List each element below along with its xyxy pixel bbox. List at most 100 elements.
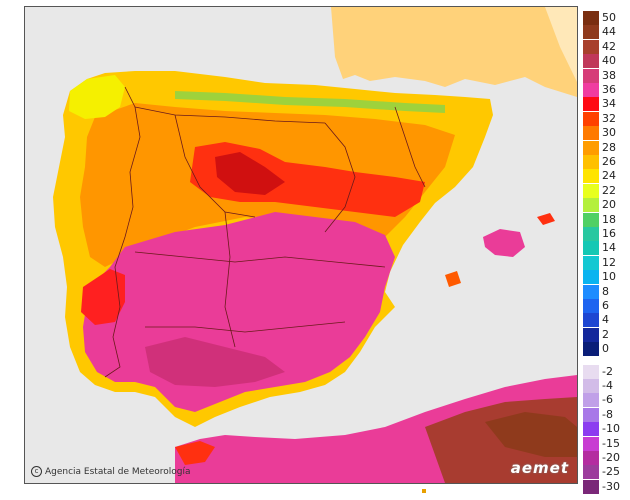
legend-entry-pos-3: 40 xyxy=(583,54,629,69)
legend-label: 42 xyxy=(602,39,616,53)
legend-entry-pos-9: 28 xyxy=(583,140,629,155)
legend-label: -8 xyxy=(602,407,613,421)
region-border-3 xyxy=(324,122,356,233)
legend-label: 28 xyxy=(602,140,616,154)
legend-entry-pos-4: 38 xyxy=(583,68,629,83)
legend-entry-pos-5: 36 xyxy=(583,83,629,97)
legend-label: 38 xyxy=(602,68,616,82)
region-border-7 xyxy=(394,106,426,188)
legend-label: -2 xyxy=(602,364,613,378)
legend-label: 8 xyxy=(602,284,609,298)
legend-swatch xyxy=(583,451,599,465)
legend-entry-pos-2: 42 xyxy=(583,39,629,54)
legend-entry-neg-8: -30 xyxy=(583,479,629,494)
legend-entry-pos-8: 30 xyxy=(583,126,629,141)
legend-entry-pos-20: 6 xyxy=(583,299,629,313)
south-dark-patch xyxy=(145,337,285,387)
galicia-yellow xyxy=(69,75,125,119)
portugal-red-patch xyxy=(81,269,125,325)
legend-swatch xyxy=(583,299,599,313)
menorca-island xyxy=(537,213,555,225)
legend-label: 4 xyxy=(602,313,609,327)
legend-swatch xyxy=(583,364,599,379)
legend-entry-pos-12: 22 xyxy=(583,183,629,198)
legend-entry-neg-1: -4 xyxy=(583,379,629,393)
legend-swatch xyxy=(583,284,599,299)
legend-label: 12 xyxy=(602,255,616,269)
legend-swatch xyxy=(583,25,599,40)
map-canvas xyxy=(53,7,577,483)
legend-label: 22 xyxy=(602,183,616,197)
legend-swatch xyxy=(583,111,599,126)
legend-label: -25 xyxy=(602,465,620,479)
region-border-4 xyxy=(134,251,386,268)
legend-label: 34 xyxy=(602,97,616,111)
legend-label: -30 xyxy=(602,479,620,493)
legend-swatch xyxy=(583,11,599,25)
ibiza-island xyxy=(445,271,461,287)
legend-label: 10 xyxy=(602,270,616,284)
legend-label: 26 xyxy=(602,155,616,168)
legend-entry-neg-3: -8 xyxy=(583,407,629,422)
legend-entry-pos-13: 20 xyxy=(583,198,629,213)
legend-swatch xyxy=(583,255,599,270)
region-border-1 xyxy=(134,106,326,124)
legend-entry-pos-10: 26 xyxy=(583,155,629,169)
legend-entry-pos-22: 2 xyxy=(583,327,629,342)
legend-entry-pos-11: 24 xyxy=(583,169,629,184)
legend-swatch xyxy=(583,227,599,241)
north-africa-brown xyxy=(485,412,577,457)
region-border-5 xyxy=(145,321,346,333)
iberia-darkred-patch xyxy=(215,152,285,195)
strait-red-patch xyxy=(175,441,215,465)
legend-swatch xyxy=(583,68,599,83)
map-bottom-marker xyxy=(422,489,426,493)
legend-label: 18 xyxy=(602,212,616,226)
legend-swatch xyxy=(583,183,599,198)
legend-entry-neg-5: -15 xyxy=(583,436,629,451)
legend-swatch xyxy=(583,155,599,169)
legend-label: -4 xyxy=(602,379,613,392)
legend-entry-pos-18: 10 xyxy=(583,270,629,285)
legend-swatch xyxy=(583,342,599,357)
legend-label: -20 xyxy=(602,451,620,464)
legend-swatch xyxy=(583,97,599,112)
legend-swatch xyxy=(583,140,599,155)
legend-entry-pos-15: 16 xyxy=(583,227,629,241)
region-border-2 xyxy=(174,114,256,218)
legend-entry-pos-14: 18 xyxy=(583,212,629,227)
temperature-map: c Agencia Estatal de Meteorología aemet xyxy=(24,6,578,484)
legend-label: 14 xyxy=(602,241,616,255)
legend-entry-pos-16: 14 xyxy=(583,241,629,256)
legend-entry-pos-6: 34 xyxy=(583,97,629,112)
legend-swatch xyxy=(583,39,599,54)
legend-label: -6 xyxy=(602,393,613,407)
legend-label: 20 xyxy=(602,198,616,212)
region-border-6 xyxy=(224,211,236,348)
legend-swatch xyxy=(583,54,599,69)
legend-label: 16 xyxy=(602,227,616,240)
legend-swatch xyxy=(583,379,599,393)
legend-swatch xyxy=(583,83,599,97)
france-landmass xyxy=(331,7,577,97)
legend-entry-neg-7: -25 xyxy=(583,465,629,480)
admin-borders xyxy=(104,86,426,378)
agency-credit: c Agencia Estatal de Meteorología xyxy=(31,466,191,477)
legend-swatch xyxy=(583,422,599,437)
legend-entry-pos-0: 50 xyxy=(583,11,629,25)
legend-swatch xyxy=(583,270,599,285)
legend-entry-neg-4: -10 xyxy=(583,422,629,437)
temperature-legend: 50 44 42 40 38 36 34 32 30 28 26 24 22 20 18 16 14 12 10 8 6… xyxy=(583,11,629,494)
cantabrian-green-strip xyxy=(175,91,445,113)
legend-swatch xyxy=(583,241,599,256)
legend-entry-pos-1: 44 xyxy=(583,25,629,40)
legend-swatch xyxy=(583,393,599,408)
legend-entry-neg-0: -2 xyxy=(583,364,629,379)
legend-entry-pos-23: 0 xyxy=(583,342,629,357)
legend-label: 24 xyxy=(602,169,616,183)
legend-label: 50 xyxy=(602,11,616,24)
legend-swatch xyxy=(583,169,599,184)
legend-swatch xyxy=(583,198,599,213)
legend-entry-pos-19: 8 xyxy=(583,284,629,299)
aemet-logo: aemet xyxy=(510,459,569,477)
